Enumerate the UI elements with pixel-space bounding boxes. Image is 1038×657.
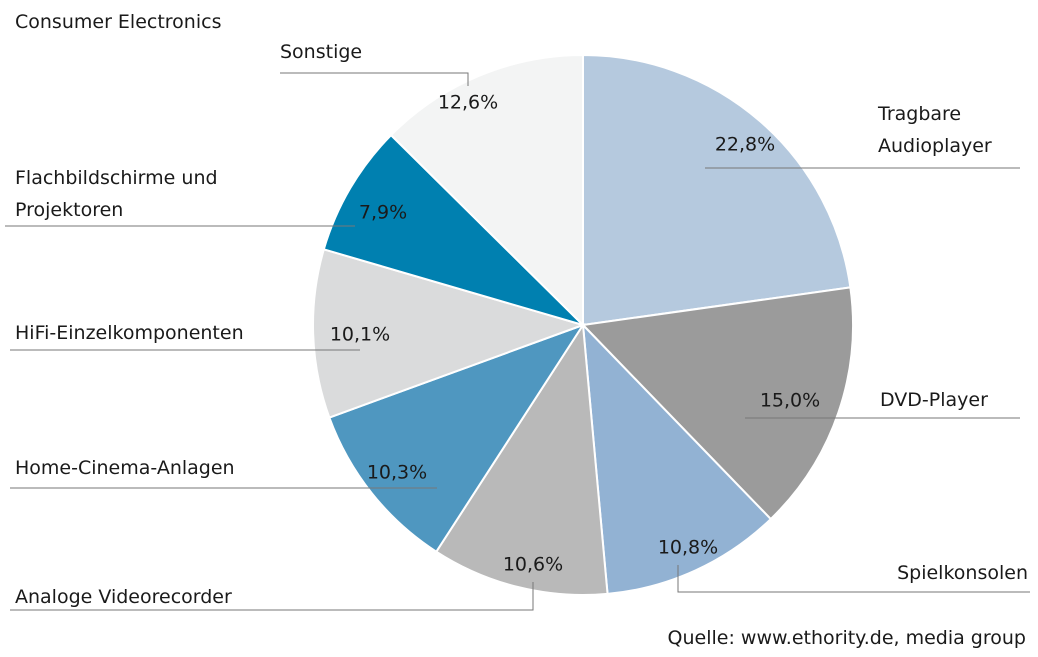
value-label: 10,1% [330,324,390,346]
pie-slice [312,248,587,419]
chart-title: Consumer Electronics [15,11,222,33]
pie-slice [581,322,773,595]
pie-slice [434,322,609,596]
pie-slice [328,323,586,554]
pie-slice [389,53,584,328]
category-label: Analoge Videorecorder [15,586,232,608]
value-label: 15,0% [760,390,820,412]
value-label: 10,8% [658,537,718,559]
category-label: Flachbildschirme und Projektoren [15,167,218,221]
source: Quelle: www.ethority.de, media group [667,627,1026,649]
leader-line [677,565,1030,593]
pie-slice [322,133,584,326]
value-label: 12,6% [438,92,498,114]
category-label: HiFi-Einzelkomponenten [15,322,244,344]
value-label: 7,9% [359,202,407,224]
category-label: Spielkonsolen [897,562,1028,584]
category-label: Sonstige [280,41,363,63]
leader-line [280,72,469,86]
value-label: 22,8% [715,134,775,156]
leader-line [10,582,534,611]
pie-slice [582,53,852,327]
value-label: 10,6% [503,554,563,576]
category-label: Tragbare Audioplayer [878,103,992,157]
category-label: DVD-Player [880,389,988,411]
value-label: 10,3% [367,462,427,484]
category-label: Home-Cinema-Anlagen [15,457,235,479]
pie-slice [580,286,854,521]
